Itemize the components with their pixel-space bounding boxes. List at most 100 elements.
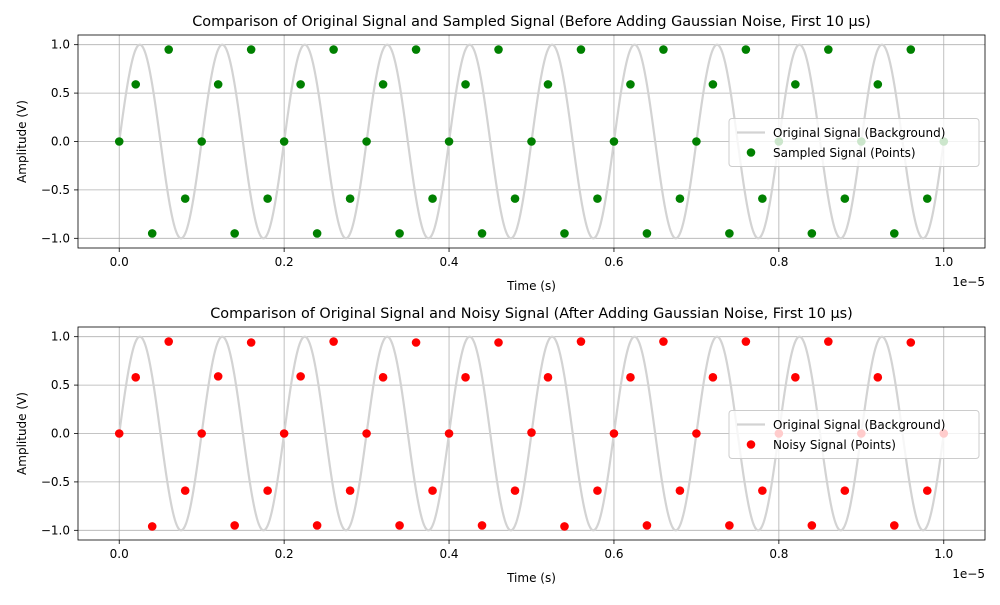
legend-box xyxy=(728,410,980,459)
data-point xyxy=(230,521,239,530)
data-point xyxy=(840,194,850,203)
data-point xyxy=(560,522,569,531)
data-point xyxy=(444,137,454,146)
data-point xyxy=(873,80,883,89)
data-point xyxy=(791,373,800,382)
data-point xyxy=(659,45,668,54)
data-point xyxy=(461,373,470,382)
data-point xyxy=(758,194,767,203)
data-point xyxy=(395,521,404,530)
y-tick-label: 1.0 xyxy=(51,38,70,52)
data-point xyxy=(543,80,553,89)
data-point xyxy=(741,337,751,346)
data-point xyxy=(279,429,289,438)
data-point xyxy=(922,194,932,203)
data-point xyxy=(840,486,850,495)
data-point xyxy=(461,80,470,89)
data-point xyxy=(164,337,173,346)
data-point xyxy=(131,373,141,382)
data-point xyxy=(807,521,817,530)
data-point xyxy=(213,80,223,89)
data-point xyxy=(708,80,718,89)
data-point xyxy=(922,486,932,495)
data-point xyxy=(626,373,635,382)
x-tick-label: 0.0 xyxy=(110,255,129,269)
x-tick-label: 0.4 xyxy=(439,547,458,561)
x-axis-label: Time (s) xyxy=(506,279,556,293)
x-tick-label: 1.0 xyxy=(934,255,953,269)
y-tick-label: 0.5 xyxy=(51,86,70,100)
data-point xyxy=(312,521,322,530)
data-point xyxy=(642,521,652,530)
data-point xyxy=(906,338,916,347)
data-point xyxy=(725,521,734,530)
grid xyxy=(78,35,985,248)
data-point xyxy=(263,194,272,203)
chart-title: Comparison of Original Signal and Sample… xyxy=(192,14,871,30)
chart-panel-1: 0.0 0.2 0.4 0.6 0.8 1.0 −1.0 −0.5 0.0 0.5 1.0 1e−5 C… xyxy=(15,14,986,293)
data-point xyxy=(890,229,899,238)
data-point xyxy=(296,80,305,89)
data-point xyxy=(378,80,388,89)
y-tick-label: 0.0 xyxy=(51,427,70,441)
y-tick-label: 0.0 xyxy=(51,135,70,149)
legend-label-points: Sampled Signal (Points) xyxy=(773,146,916,160)
data-point xyxy=(147,522,157,531)
data-point xyxy=(213,372,223,381)
data-point xyxy=(609,137,619,146)
data-point xyxy=(494,45,503,54)
data-point xyxy=(527,137,536,146)
x-tick-label: 0.2 xyxy=(275,547,294,561)
data-point xyxy=(642,229,652,238)
x-tick-label: 0.6 xyxy=(604,547,623,561)
data-point xyxy=(230,229,239,238)
legend: Original Signal (Background) Noisy Signal… xyxy=(728,410,980,459)
data-point xyxy=(560,229,569,238)
data-point xyxy=(147,229,157,238)
x-tick-label: 0.4 xyxy=(439,255,458,269)
data-point xyxy=(906,45,916,54)
data-point xyxy=(114,429,124,438)
legend-label-original: Original Signal (Background) xyxy=(773,418,945,432)
data-point xyxy=(180,486,190,495)
x-tick-label: 0.6 xyxy=(604,255,623,269)
data-point xyxy=(626,80,635,89)
data-point xyxy=(114,137,124,146)
data-point xyxy=(477,521,487,530)
data-point xyxy=(527,428,536,437)
data-point xyxy=(329,337,338,346)
data-point xyxy=(675,194,685,203)
x-offset-text: 1e−5 xyxy=(952,567,985,581)
data-point xyxy=(279,137,289,146)
x-axis-label: Time (s) xyxy=(506,571,556,585)
data-point xyxy=(131,80,141,89)
legend-label-original: Original Signal (Background) xyxy=(773,126,945,140)
data-point xyxy=(444,429,454,438)
data-point xyxy=(362,137,371,146)
data-point xyxy=(329,45,338,54)
y-tick-label: 1.0 xyxy=(51,330,70,344)
data-point xyxy=(312,229,322,238)
data-point xyxy=(791,80,800,89)
x-tick-label: 0.8 xyxy=(769,255,788,269)
x-tick-label: 0.8 xyxy=(769,547,788,561)
data-point xyxy=(807,229,817,238)
data-point xyxy=(675,486,685,495)
series-1 xyxy=(114,45,949,238)
legend-box xyxy=(728,118,980,167)
grid xyxy=(78,327,985,540)
data-point xyxy=(246,45,256,54)
y-axis-label: Amplitude (V) xyxy=(15,392,29,475)
data-point xyxy=(362,429,371,438)
data-point xyxy=(725,229,734,238)
y-axis-label: Amplitude (V) xyxy=(15,100,29,183)
data-point xyxy=(692,429,701,438)
y-tick-label: −0.5 xyxy=(41,475,70,489)
data-point xyxy=(345,194,355,203)
data-point xyxy=(758,486,767,495)
legend: Original Signal (Background) Sampled Sign… xyxy=(728,118,980,167)
y-tick-label: −0.5 xyxy=(41,183,70,197)
x-offset-text: 1e−5 xyxy=(952,275,985,289)
